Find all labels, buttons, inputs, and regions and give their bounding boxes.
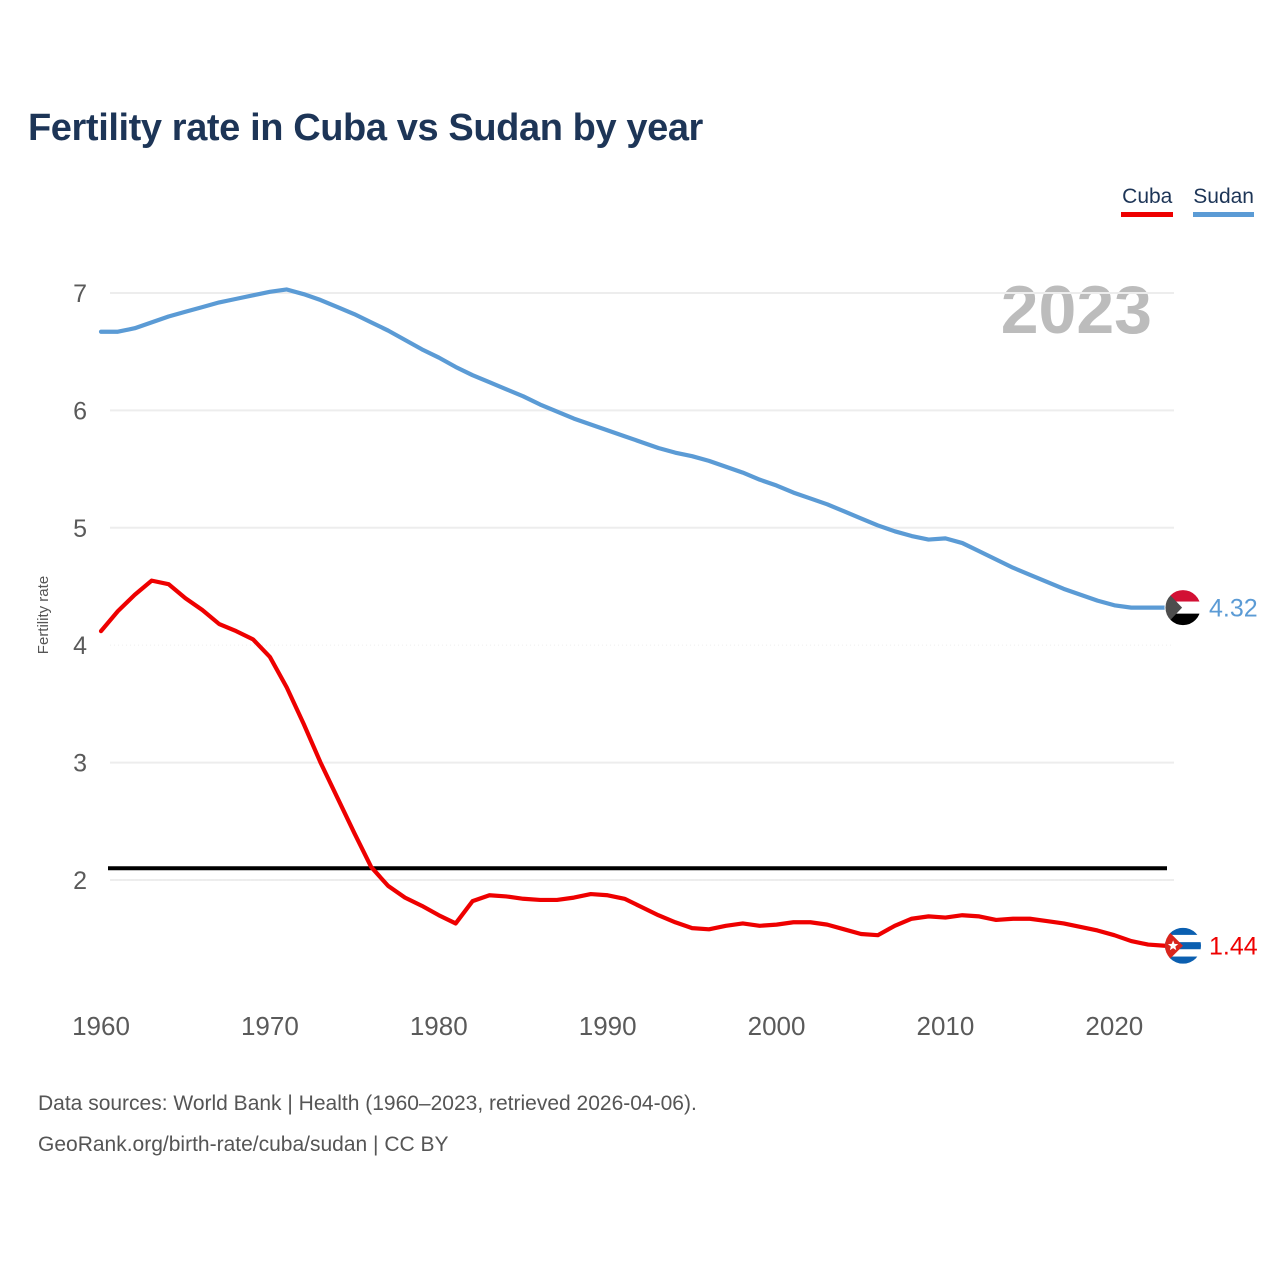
y-axis-ticks: 2 3 4 5 6 7 xyxy=(73,280,87,895)
year-badge: 2023 xyxy=(1000,272,1152,348)
chart-legend: Cuba Sudan xyxy=(1121,185,1254,217)
sudan-end-value-label: 4.32 xyxy=(1209,595,1258,623)
legend-item-cuba[interactable]: Cuba xyxy=(1121,185,1174,217)
footer-line-sources: Data sources: World Bank | Health (1960–… xyxy=(38,1092,697,1115)
y-tick-label: 6 xyxy=(73,397,87,425)
y-tick-label: 5 xyxy=(73,515,87,543)
end-markers: 1.44 4.32 xyxy=(1164,589,1258,964)
y-tick-label: 3 xyxy=(73,750,87,778)
legend-label-cuba: Cuba xyxy=(1122,185,1173,208)
x-tick-label: 2010 xyxy=(917,1011,975,1041)
footer-line-url: GeoRank.org/birth-rate/cuba/sudan | CC B… xyxy=(38,1133,449,1156)
gridlines xyxy=(110,292,1174,881)
legend-color-swatch-sudan xyxy=(1193,212,1254,217)
page-title: Fertility rate in Cuba vs Sudan by year xyxy=(28,107,703,149)
y-tick-label: 7 xyxy=(73,280,87,308)
y-axis-title: Fertility rate xyxy=(35,576,52,654)
footer-attribution: Data sources: World Bank | Health (1960–… xyxy=(38,1083,697,1165)
data-series xyxy=(98,287,1168,948)
cuba-end-value-label: 1.44 xyxy=(1209,933,1258,961)
y-tick-label: 2 xyxy=(73,867,87,895)
x-tick-label: 1960 xyxy=(72,1011,130,1041)
x-tick-label: 1970 xyxy=(241,1011,299,1041)
cuba-flag-icon xyxy=(1165,927,1201,964)
x-tick-label: 2020 xyxy=(1085,1011,1143,1041)
legend-item-sudan[interactable]: Sudan xyxy=(1193,185,1254,217)
x-axis-ticks: 1960 1970 1980 1990 2000 2010 2020 xyxy=(72,1011,1143,1041)
legend-label-sudan: Sudan xyxy=(1193,185,1254,208)
x-tick-label: 2000 xyxy=(748,1011,806,1041)
series-line-sudan xyxy=(98,287,1168,610)
x-tick-label: 1980 xyxy=(410,1011,468,1041)
legend-color-swatch-cuba xyxy=(1121,212,1174,217)
series-line-cuba xyxy=(98,578,1168,948)
y-tick-label: 4 xyxy=(73,632,87,660)
x-tick-label: 1990 xyxy=(579,1011,637,1041)
sudan-flag-icon xyxy=(1164,589,1202,627)
